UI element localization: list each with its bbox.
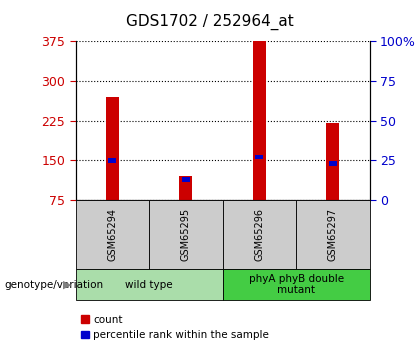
Text: wild type: wild type xyxy=(125,280,173,289)
Bar xyxy=(255,155,263,159)
Text: GSM65297: GSM65297 xyxy=(328,208,338,261)
Bar xyxy=(253,41,266,200)
Bar xyxy=(326,124,339,200)
Text: ▶: ▶ xyxy=(63,280,71,289)
Bar xyxy=(179,176,192,200)
Text: genotype/variation: genotype/variation xyxy=(4,280,103,289)
Bar xyxy=(329,161,337,166)
Text: GSM65294: GSM65294 xyxy=(108,208,117,261)
Bar xyxy=(108,158,116,162)
Bar xyxy=(106,97,119,200)
Bar xyxy=(182,177,190,181)
Text: GSM65295: GSM65295 xyxy=(181,208,191,261)
Text: GDS1702 / 252964_at: GDS1702 / 252964_at xyxy=(126,14,294,30)
Text: GSM65296: GSM65296 xyxy=(255,208,264,261)
Legend: count, percentile rank within the sample: count, percentile rank within the sample xyxy=(81,315,269,340)
Text: phyA phyB double
mutant: phyA phyB double mutant xyxy=(249,274,344,295)
